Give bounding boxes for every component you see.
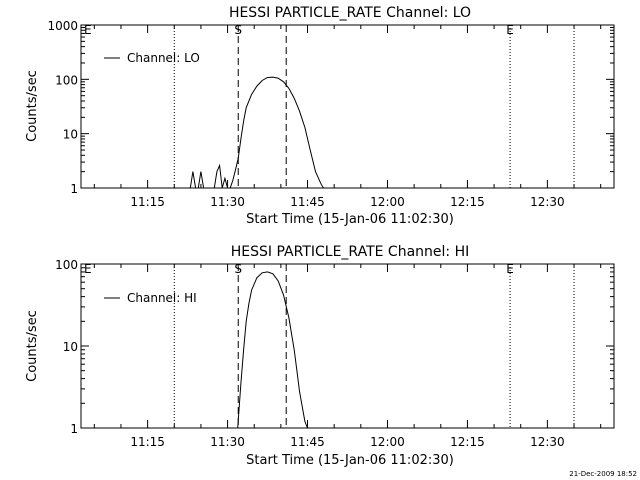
panel-hi-ytick-label: 100 [55, 258, 78, 272]
panel-lo-marks: 1000 100 10 1 11:15 11:30 11:45 12:00 12:15 12:30… [47, 19, 614, 209]
panel-lo-series-line [189, 76, 324, 189]
panel-lo-xtick-label: 12:30 [530, 195, 565, 209]
panel-lo-xtick-label: 11:45 [290, 195, 325, 209]
panel-hi-xtick-label: 11:45 [290, 435, 325, 449]
panel-lo-marker-label: S [234, 23, 242, 37]
panel-hi-xtick-label: 12:00 [370, 435, 405, 449]
panel-lo-xtick-label: 11:30 [210, 195, 245, 209]
panel-hi-ytick-label: 10 [63, 340, 78, 354]
panel-hi-xtick-label: 12:15 [450, 435, 485, 449]
panel-lo: HESSI PARTICLE_RATE Channel: LO Counts/s… [25, 5, 615, 227]
panel-hi-xtick-label: 12:30 [530, 435, 565, 449]
panel-hi: HESSI PARTICLE_RATE Channel: HI Counts/s… [25, 244, 615, 468]
panel-lo-corner-e: E [84, 23, 92, 37]
panel-hi-marker-label: E [506, 262, 514, 276]
panel-lo-frame [80, 24, 615, 189]
panel-hi-series-line [237, 271, 308, 429]
panel-lo-xtick-label: 12:00 [370, 195, 405, 209]
panel-lo-ytick-label: 100 [55, 73, 78, 87]
panel-hi-frame [80, 263, 615, 429]
panel-hi-xlabel: Start Time (15-Jan-06 11:02:30) [246, 453, 454, 468]
panel-lo-xlabel: Start Time (15-Jan-06 11:02:30) [246, 212, 454, 227]
panel-hi-xtick-label: 11:30 [210, 435, 245, 449]
panel-lo-ylabel: Counts/sec [25, 70, 40, 142]
panel-lo-marker-label: E [506, 23, 514, 37]
panel-hi-marks: 100 10 1 11:15 11:30 11:45 12:00 12:15 12:30 S E [55, 258, 614, 449]
panel-hi-title: HESSI PARTICLE_RATE Channel: HI [231, 244, 469, 260]
panel-hi-marker-label: S [234, 262, 242, 276]
footer-timestamp: 21-Dec-2009 18:52 [569, 470, 637, 478]
panel-lo-legend: Channel: LO [104, 51, 200, 65]
panel-hi-xtick-label: 11:15 [130, 435, 165, 449]
panel-lo-xtick-label: 11:15 [130, 195, 165, 209]
panel-lo-title: HESSI PARTICLE_RATE Channel: LO [229, 5, 471, 21]
panel-hi-legend-label: Channel: HI [127, 291, 197, 305]
panel-lo-legend-label: Channel: LO [127, 51, 200, 65]
panel-hi-corner-e: E [84, 262, 92, 276]
panel-hi-ytick-label: 1 [70, 422, 78, 436]
panel-lo-ytick-label: 1000 [47, 19, 78, 33]
panel-hi-ylabel: Counts/sec [25, 310, 40, 382]
panel-lo-ytick-label: 10 [63, 128, 78, 142]
panel-lo-ytick-label: 1 [70, 182, 78, 196]
panel-lo-xtick-label: 12:15 [450, 195, 485, 209]
panel-hi-legend: Channel: HI [104, 291, 197, 305]
